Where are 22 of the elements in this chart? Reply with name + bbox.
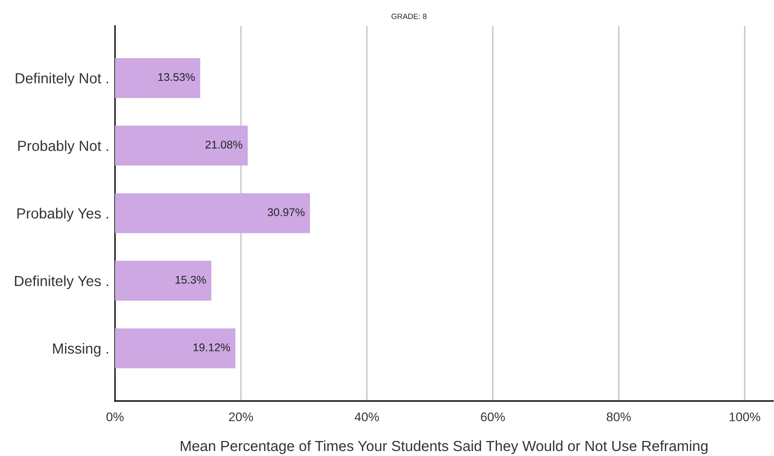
data-label: 13.53%: [158, 73, 195, 82]
y-tick-label: Probably Not .: [18, 140, 108, 154]
x-tick-label: 60%: [480, 412, 505, 422]
bar: [115, 193, 310, 234]
x-tick-label: 80%: [606, 412, 631, 422]
x-tick-label: 40%: [354, 412, 379, 422]
y-tick-label: Definitely Not .: [16, 72, 108, 86]
data-label: 21.08%: [206, 140, 242, 149]
bar: [115, 328, 236, 368]
bar: [115, 58, 200, 98]
x-tick-label: 100%: [730, 412, 760, 422]
x-tick-label: 0%: [106, 412, 124, 422]
data-label: 19.12%: [194, 343, 230, 352]
bar: [115, 260, 212, 301]
bar: [115, 126, 248, 166]
x-tick-label: 20%: [229, 412, 253, 422]
y-tick-label: Probably Yes .: [17, 208, 108, 222]
y-tick-label: Missing .: [53, 343, 108, 357]
y-tick-label: Definitely Yes .: [14, 275, 108, 290]
x-axis-title: Mean Percentage of Times Your Students Said They Would or Not Use Reframing: [180, 440, 708, 454]
data-label: 15.3%: [176, 276, 206, 284]
data-label: 30.97%: [268, 208, 305, 216]
